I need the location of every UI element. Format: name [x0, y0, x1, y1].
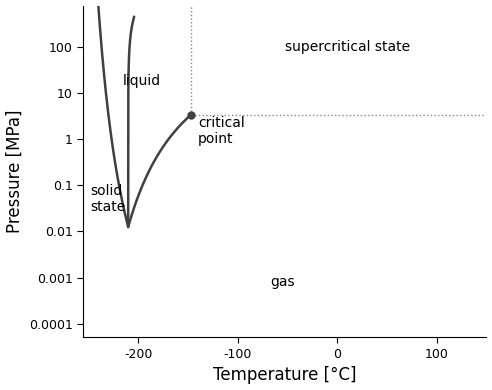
X-axis label: Temperature [°C]: Temperature [°C]	[213, 367, 357, 385]
Y-axis label: Pressure [MPa]: Pressure [MPa]	[5, 110, 24, 233]
Text: gas: gas	[270, 275, 295, 289]
Text: liquid: liquid	[123, 74, 161, 89]
Text: supercritical state: supercritical state	[284, 40, 410, 54]
Text: solid
state: solid state	[91, 184, 125, 214]
Text: critical
point: critical point	[198, 116, 245, 146]
